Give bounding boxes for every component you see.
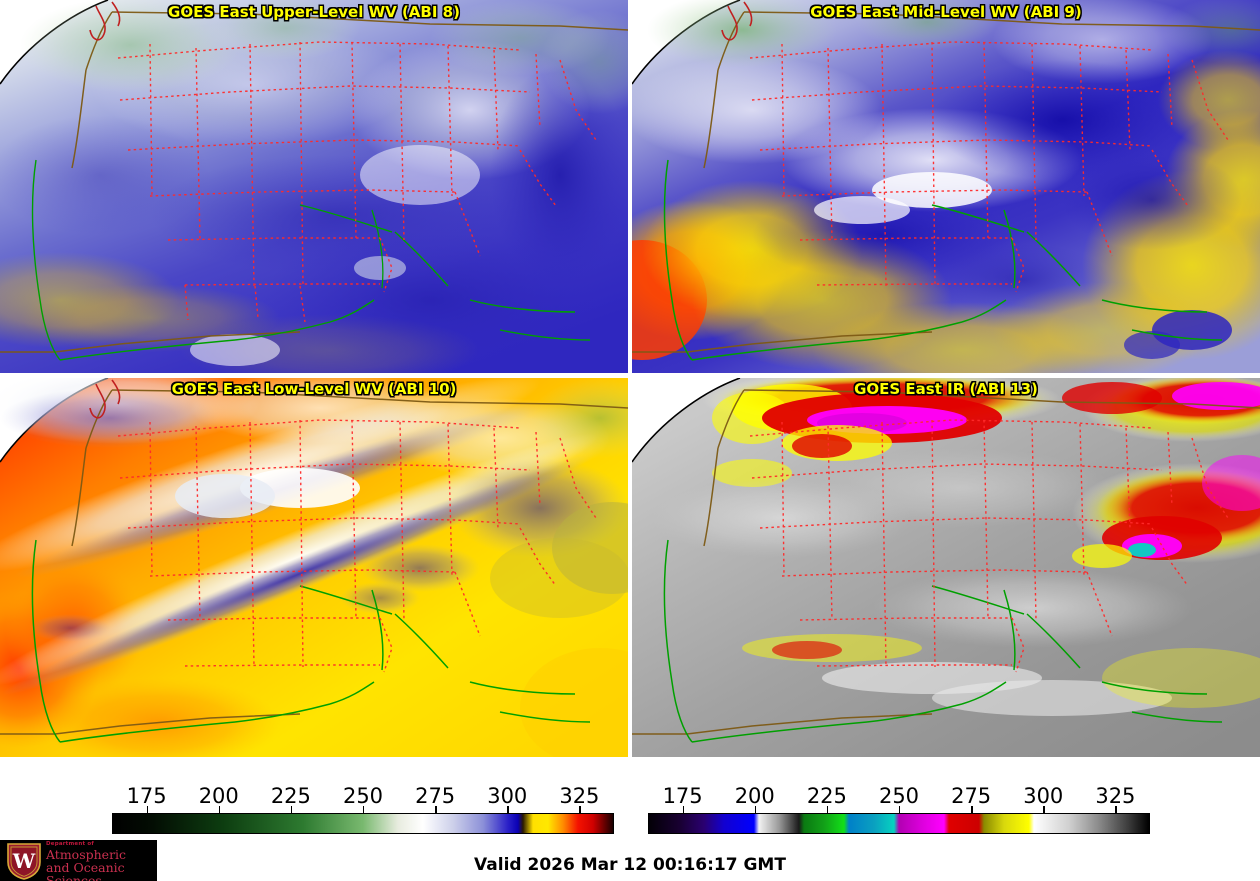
- colorbar-tick-label: 175: [662, 784, 703, 808]
- satellite-image-abi10: [0, 378, 628, 757]
- svg-text:W: W: [12, 849, 36, 873]
- colorbar-tick-label: 200: [734, 784, 775, 808]
- logo-line-1: Atmospheric: [46, 846, 127, 862]
- panel-image-low-level-wv: [0, 378, 628, 757]
- ir-colorbar-group: 175 200 225 250 275 300 325: [648, 784, 1150, 834]
- colorbar-tick-label: 250: [878, 784, 920, 808]
- colorbar-tick-mark: [754, 806, 757, 813]
- logo-line-2: and Oceanic Sciences: [46, 860, 125, 881]
- colorbar-tick-mark: [435, 806, 437, 813]
- panel-image-upper-level-wv: [0, 0, 628, 373]
- colorbar-tick-mark: [290, 806, 293, 813]
- uw-aos-logo-text: Department of Atmospheric and Oceanic Sc…: [46, 841, 157, 881]
- ir-colorbar-ticks: [648, 806, 1150, 813]
- colorbar-tick-label: 200: [198, 784, 239, 808]
- panel-mid-level-wv[interactable]: GOES East Mid-Level WV (ABI 9): [632, 0, 1260, 373]
- panel-image-ir: [632, 378, 1260, 757]
- colorbar-tick-mark: [682, 806, 684, 813]
- colorbar-tick-mark: [1043, 806, 1045, 813]
- colorbar-tick-mark: [971, 806, 973, 813]
- colorbar-tick-label: 175: [126, 784, 167, 808]
- colorbar-tick-mark: [899, 806, 901, 813]
- colorbar-tick-label: 275: [951, 784, 992, 808]
- colorbar-tick-mark: [507, 806, 509, 813]
- satellite-image-abi8: [0, 0, 628, 373]
- wv-colorbar-group: 175 200 225 250 275 300 325: [112, 784, 614, 834]
- panel-image-mid-level-wv: [632, 0, 1260, 373]
- colorbar-tick-label: 275: [415, 784, 456, 808]
- valid-time-text: Valid 2026 Mar 12 00:16:17 GMT: [474, 855, 786, 875]
- colorbar-tick-mark: [826, 806, 829, 813]
- ir-colorbar-bar: [648, 813, 1150, 834]
- wv-colorbar-labels: 175 200 225 250 275 300 325: [52, 784, 674, 808]
- colorbar-tick-label: 225: [270, 784, 311, 808]
- colorbar-tick-mark: [579, 806, 581, 813]
- uw-shield-icon: W: [6, 842, 42, 880]
- colorbar-tick-mark: [146, 806, 148, 813]
- uw-aos-logo[interactable]: W Department of Atmospheric and Oceanic …: [0, 840, 157, 881]
- panel-upper-level-wv[interactable]: GOES East Upper-Level WV (ABI 8): [0, 0, 628, 373]
- panel-low-level-wv[interactable]: GOES East Low-Level WV (ABI 10): [0, 378, 628, 757]
- colorbar-tick-label: 300: [487, 784, 528, 808]
- colorbar-tick-label: 300: [1023, 784, 1064, 808]
- satellite-image-abi9: [632, 0, 1260, 373]
- colorbar-tick-label: 325: [1095, 784, 1136, 808]
- panel-ir[interactable]: GOES East IR (ABI 13): [632, 378, 1260, 757]
- colorbar-tick-label: 225: [806, 784, 847, 808]
- colorbar-tick-mark: [363, 806, 365, 813]
- colorbar-tick-mark: [1115, 806, 1117, 813]
- logo-department-line: Department of: [46, 841, 94, 847]
- wv-colorbar-bar: [112, 813, 614, 834]
- colorbar-tick-mark: [218, 806, 221, 813]
- colorbar-tick-label: 250: [342, 784, 384, 808]
- ir-colorbar-labels: 175 200 225 250 275 300 325: [588, 784, 1210, 808]
- colorbar-tick-label: 325: [559, 784, 600, 808]
- satellite-image-abi13: [632, 378, 1260, 757]
- wv-colorbar-ticks: [112, 806, 614, 813]
